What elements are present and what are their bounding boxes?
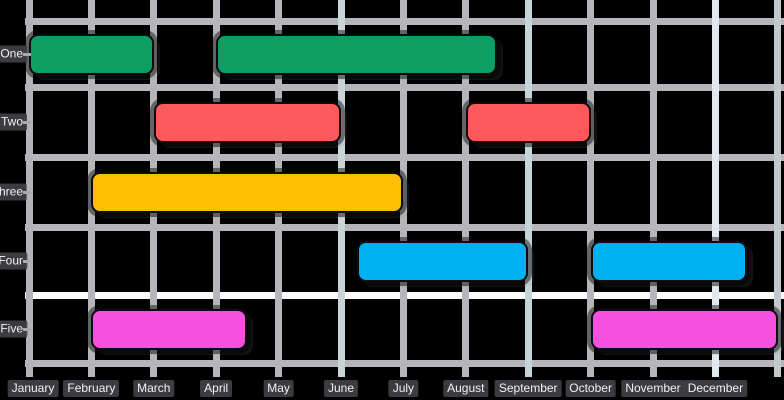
gantt-bar-five-0 (91, 308, 248, 350)
row-label-four: Four (0, 252, 27, 270)
v-gridline-january (25, 0, 33, 377)
month-label-july: July (388, 380, 419, 397)
gantt-bar-two-0 (153, 101, 341, 143)
v-gridline-august (462, 0, 470, 377)
v-gridline-november (649, 0, 657, 377)
row-label-one: One (0, 45, 27, 63)
gantt-bar-four-0 (356, 240, 529, 282)
v-gridline-september (524, 0, 532, 377)
month-label-november: November (621, 380, 685, 397)
gantt-bar-one-0 (29, 33, 154, 75)
y-tick-four (23, 259, 31, 263)
gantt-bar-three-0 (91, 171, 404, 213)
row-label-two: Two (0, 113, 27, 131)
month-label-august: August (443, 380, 489, 397)
month-label-march: March (133, 380, 175, 397)
gantt-bar-one-1 (216, 33, 497, 75)
month-label-april: April (200, 380, 233, 397)
row-label-five: Five (0, 320, 27, 338)
month-label-may: May (263, 380, 294, 397)
row-label-three: Three (0, 183, 27, 201)
y-tick-three (23, 190, 31, 194)
gantt-bar-five-1 (590, 308, 778, 350)
y-tick-one (23, 52, 31, 56)
y-tick-two (23, 120, 31, 124)
v-gridline-december (711, 0, 719, 377)
month-label-june: June (323, 380, 359, 397)
month-label-september: September (494, 380, 562, 397)
month-label-january: January (7, 380, 59, 397)
month-label-october: October (565, 380, 616, 397)
gantt-bar-two-1 (465, 101, 591, 143)
v-gridline-october (587, 0, 595, 377)
gantt-bar-four-1 (590, 240, 747, 282)
month-label-february: February (63, 380, 120, 397)
v-gridline-end (774, 0, 782, 377)
y-tick-five (23, 327, 31, 331)
month-label-december: December (683, 380, 748, 397)
v-gridline-july (399, 0, 407, 377)
